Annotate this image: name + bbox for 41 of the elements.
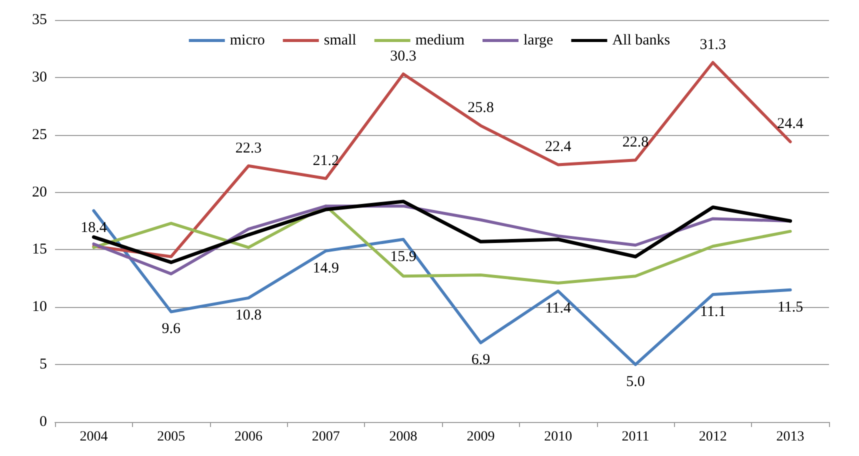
x-tick-label: 2004 [80,430,108,444]
data-label: 22.3 [235,140,262,156]
data-label: 15.9 [390,248,416,265]
x-tick-label: 2006 [234,430,262,444]
y-tick-label: 15 [32,242,47,258]
x-tick-label: 2009 [466,430,495,444]
data-label: 22.4 [544,139,572,156]
y-tick-label: 30 [32,69,47,86]
data-label: 11.1 [700,304,726,320]
data-label: 6.9 [471,352,490,368]
data-label: 25.8 [468,100,494,116]
data-label: 30.3 [390,48,416,64]
data-label: 18.4 [80,220,108,236]
data-label: 24.4 [777,116,804,132]
legend-label: small [324,32,356,48]
y-tick-label: 35 [32,12,47,28]
y-tick-label: 10 [32,299,47,316]
y-tick-label: 25 [32,126,47,143]
x-tick-label: 2007 [312,430,340,444]
legend-label: medium [415,32,465,48]
x-tick-label: 2005 [157,430,186,444]
data-label: 22.8 [622,134,649,151]
x-tick-label: 2011 [622,430,650,444]
data-label: 9.6 [162,321,181,338]
legend-label: large [524,32,554,48]
legend-label: All banks [612,32,670,48]
y-tick-label: 5 [40,356,47,373]
data-label: 11.4 [545,300,572,317]
x-tick-label: 2010 [544,430,572,444]
data-label: 5.0 [626,374,645,390]
data-label: 21.2 [312,153,340,170]
x-tick-label: 2012 [698,430,727,444]
x-tick-label: 2013 [776,430,804,444]
data-label: 31.3 [700,36,726,53]
y-tick-label: 20 [32,184,47,200]
data-label: 14.9 [312,260,340,276]
legend-label: micro [230,32,265,48]
data-label: 11.5 [777,299,804,316]
data-label: 10.8 [235,307,262,324]
y-tick-label: 0 [40,414,47,430]
x-tick-label: 2008 [389,430,418,444]
